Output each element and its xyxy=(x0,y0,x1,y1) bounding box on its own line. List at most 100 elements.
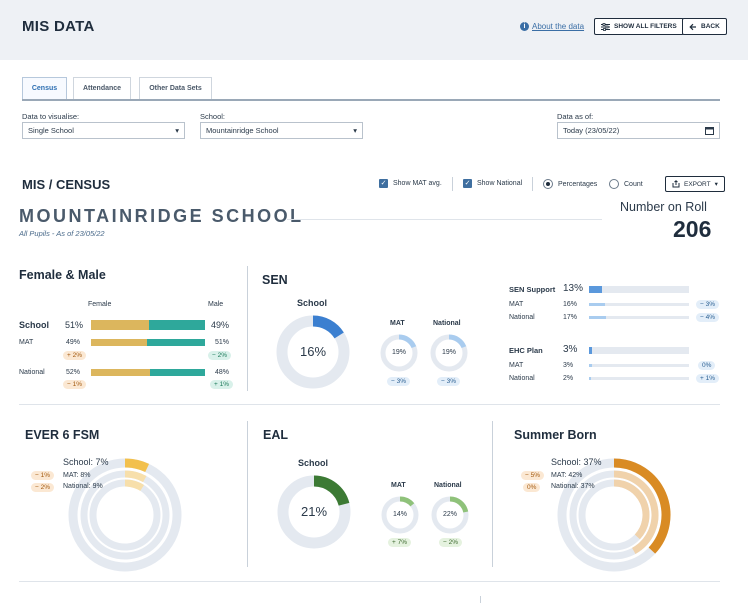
back-arrow-icon xyxy=(689,23,696,30)
summer-mat-diff: − 5% xyxy=(521,471,544,480)
fm-national-female-diff: − 1% xyxy=(63,380,86,389)
ehc-plan-label: EHC Plan xyxy=(509,346,543,355)
date-input[interactable]: Today (23/05/22) xyxy=(557,122,720,139)
ehc-mat-bar xyxy=(589,364,689,367)
ever6-national-text: National: 9% xyxy=(63,483,103,490)
ring-mat-arc xyxy=(124,470,147,483)
bar-fill xyxy=(589,316,606,319)
sen-mat-label: MAT xyxy=(390,320,405,327)
tab-attendance[interactable]: Attendance xyxy=(73,77,131,99)
eal-national-donut xyxy=(431,496,469,534)
export-button[interactable]: EXPORT ▾ xyxy=(665,176,725,192)
eal-national-label: National xyxy=(434,482,462,489)
visualise-select[interactable]: Single School ▾ xyxy=(22,122,185,139)
sen-support-mat-bar xyxy=(589,303,689,306)
sen-support-mat-label: MAT xyxy=(509,301,524,308)
sen-school-label: School xyxy=(297,298,328,308)
ehc-mat-label: MAT xyxy=(509,362,524,369)
filter-sliders-icon xyxy=(601,22,610,31)
fm-mat-female: 49% xyxy=(66,339,81,346)
summer-rings-chart xyxy=(557,458,671,572)
female-segment xyxy=(91,339,147,346)
fm-national-male: 48% xyxy=(215,369,230,376)
eal-national-value: 22% xyxy=(442,511,457,518)
ring-school-arc xyxy=(613,458,671,554)
fm-row-school-label: School xyxy=(19,320,50,330)
title-rule xyxy=(287,219,602,220)
ehc-mat-diff: 0% xyxy=(698,361,716,370)
percentages-label: Percentages xyxy=(558,180,598,188)
bar-fill xyxy=(589,347,592,354)
eal-mat-value: 14% xyxy=(392,511,407,518)
sen-national-label: National xyxy=(433,320,461,327)
female-segment xyxy=(91,320,150,330)
show-mat-checkbox[interactable]: ✓ Show MAT avg. xyxy=(379,179,442,188)
ehc-plan-bar xyxy=(589,347,689,354)
number-on-roll-label: Number on Roll xyxy=(620,200,707,214)
percentages-radio[interactable]: Percentages xyxy=(543,179,597,189)
female-male-title: Female & Male xyxy=(19,268,106,282)
back-label: BACK xyxy=(701,23,720,30)
male-segment xyxy=(149,320,205,330)
summer-school-text: School: 37% xyxy=(551,457,602,467)
ever6-national-diff: − 2% xyxy=(31,483,54,492)
fm-mat-female-diff: + 2% xyxy=(63,351,86,360)
ehc-national-value: 2% xyxy=(563,375,574,382)
summer-national-text: National: 37% xyxy=(551,483,595,490)
calendar-icon[interactable] xyxy=(705,126,714,135)
male-segment xyxy=(150,369,205,376)
donut-arc xyxy=(398,334,417,349)
sen-school-donut xyxy=(276,315,350,389)
ehc-national-bar xyxy=(589,377,689,380)
divider xyxy=(452,177,453,191)
fm-national-male-diff: + 1% xyxy=(210,380,233,389)
sen-mat-value: 19% xyxy=(391,349,406,356)
tab-census[interactable]: Census xyxy=(22,77,67,99)
sen-national-donut xyxy=(430,334,468,372)
school-select[interactable]: Mountainridge School ▾ xyxy=(200,122,363,139)
bar-fill xyxy=(589,303,605,306)
back-button[interactable]: BACK xyxy=(682,18,727,35)
sen-title: SEN xyxy=(262,273,288,287)
divider xyxy=(247,266,248,391)
caret-down-icon: ▾ xyxy=(353,126,357,135)
female-header: Female xyxy=(88,301,112,308)
male-segment xyxy=(146,339,205,346)
ring-national-track xyxy=(89,479,161,551)
summer-mat-text: MAT: 42% xyxy=(551,472,583,479)
male-header: Male xyxy=(208,301,224,308)
sen-support-mat-value: 16% xyxy=(563,301,578,308)
donut-arc xyxy=(312,315,344,339)
sen-mat-diff: − 3% xyxy=(387,377,410,386)
sen-support-mat-diff: − 3% xyxy=(696,300,719,309)
show-mat-label: Show MAT avg. xyxy=(393,180,442,187)
show-national-label: Show National xyxy=(477,180,523,187)
info-icon: i xyxy=(520,22,529,31)
tab-other-data-sets[interactable]: Other Data Sets xyxy=(139,77,212,99)
count-radio[interactable]: Count xyxy=(609,179,643,189)
sen-support-national-value: 17% xyxy=(563,314,578,321)
sen-support-value: 13% xyxy=(563,283,584,294)
count-label: Count xyxy=(624,180,643,188)
export-icon xyxy=(672,180,680,188)
fm-mat-male-diff: − 2% xyxy=(208,351,231,360)
checkmark-icon: ✓ xyxy=(379,179,388,188)
fm-row-national-label: National xyxy=(19,369,45,376)
visualise-label: Data to visualise: xyxy=(22,112,80,121)
bar-fill xyxy=(589,377,591,380)
show-national-checkbox[interactable]: ✓ Show National xyxy=(463,179,522,188)
sen-support-national-diff: − 4% xyxy=(696,313,719,322)
ring-school-arc xyxy=(124,458,150,473)
section-title: MIS / CENSUS xyxy=(22,177,111,192)
donut-arc xyxy=(399,496,415,507)
date-label: Data as of: xyxy=(557,112,594,121)
ring-mat-arc xyxy=(613,470,659,554)
show-all-filters-button[interactable]: SHOW ALL FILTERS xyxy=(594,18,684,35)
about-data-link[interactable]: i About the data xyxy=(520,22,584,31)
sen-support-national-label: National xyxy=(509,314,535,321)
eal-national-diff: − 2% xyxy=(439,538,462,547)
about-data-label: About the data xyxy=(532,22,585,31)
summer-born-title: Summer Born xyxy=(514,428,597,442)
date-value: Today (23/05/22) xyxy=(563,126,620,135)
eal-school-donut xyxy=(277,475,351,549)
